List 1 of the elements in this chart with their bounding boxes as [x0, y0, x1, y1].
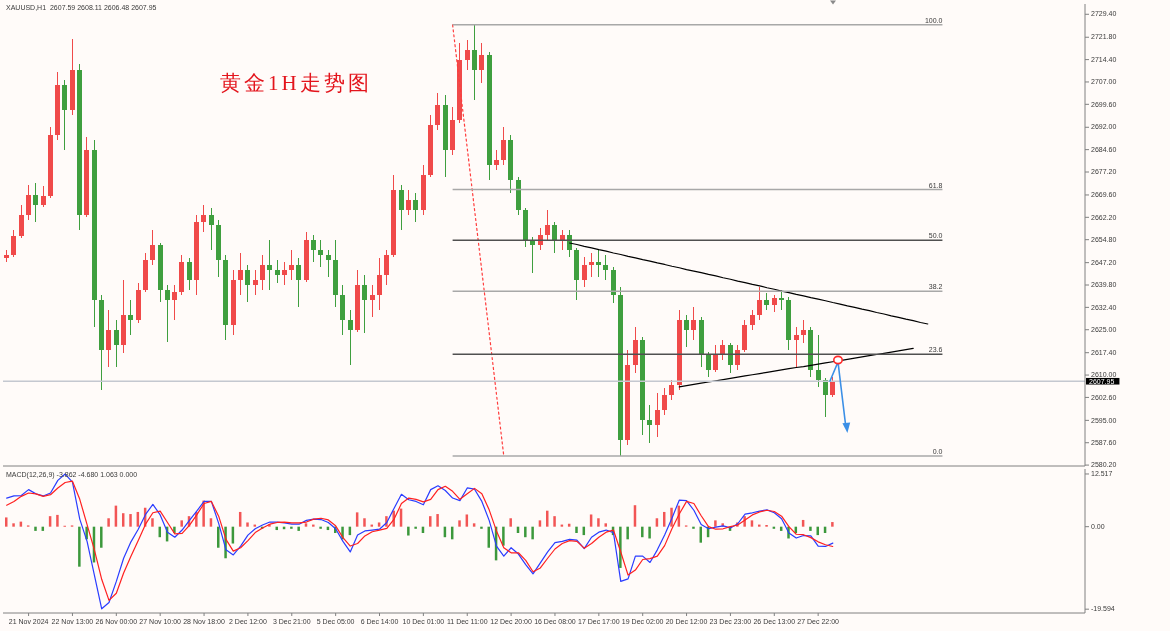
text: 黄金1H走势图 [220, 71, 372, 95]
